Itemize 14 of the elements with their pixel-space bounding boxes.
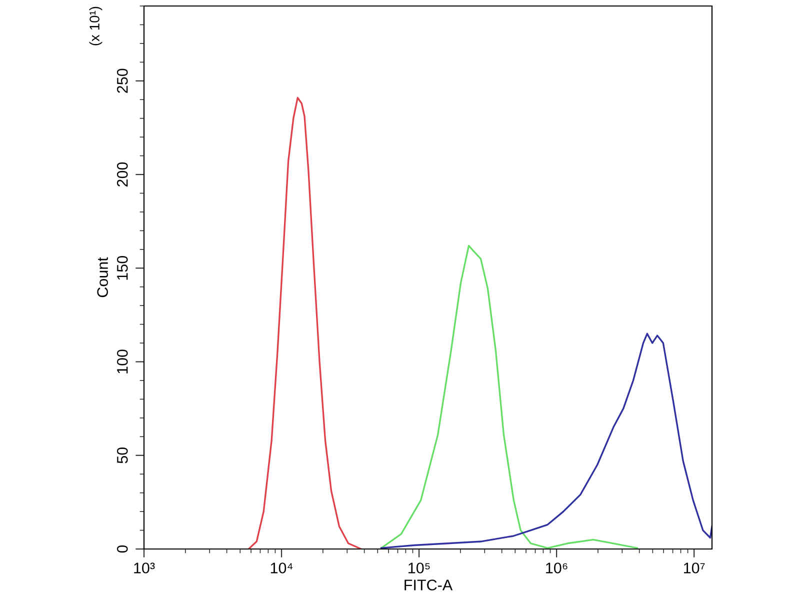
x-tick-label: 10³ <box>134 562 155 574</box>
y-tick-label: 0 <box>116 545 128 553</box>
y-tick-label: 200 <box>116 162 128 186</box>
y-axis-title: Count <box>97 257 108 298</box>
y-tick-label: 50 <box>116 447 128 464</box>
x-tick-label: 10⁶ <box>546 562 568 574</box>
x-axis-title: FITC-A <box>404 580 453 590</box>
x-tick-label: 10⁴ <box>270 562 293 574</box>
text: (x 10¹) <box>89 6 102 46</box>
x-tick-label: 10⁷ <box>684 562 705 574</box>
y-tick-label: 150 <box>116 256 128 280</box>
x-tick-label: 10⁵ <box>408 562 430 574</box>
y-tick-label: 100 <box>116 350 128 374</box>
y-tick-label: 250 <box>116 68 128 93</box>
